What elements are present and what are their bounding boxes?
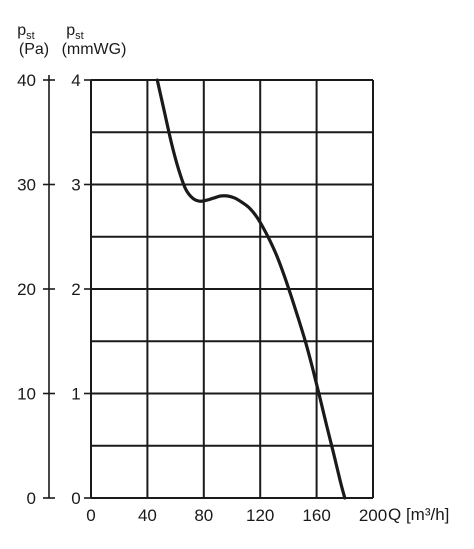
y-axis-mmwg-header: pst (mmWG) [62, 22, 127, 58]
y-axis-pa-symbol: p [17, 22, 26, 39]
y-mmwg-tick-label-2: 2 [71, 280, 80, 299]
y-mmwg-tick-label-0: 0 [71, 489, 80, 508]
svg-text:pst: pst [66, 22, 83, 42]
x-tick-label-160: 160 [302, 506, 330, 525]
y-axis-mmwg-unit: (mmWG) [62, 41, 127, 58]
y-axis-mmwg-subscript: st [75, 30, 84, 42]
tick-marks [43, 79, 91, 499]
series-curve [155, 78, 347, 500]
y-mmwg-tick-label-3: 3 [71, 176, 80, 195]
y-axis-pa-unit: (Pa) [19, 41, 49, 58]
y-pa-tick-label-10: 10 [17, 385, 36, 404]
y-pa-tick-label-20: 20 [17, 280, 36, 299]
y-axis-pa-subscript: st [26, 30, 35, 42]
y-mmwg-tick-label-4: 4 [71, 71, 80, 90]
y-pa-tick-label-40: 40 [17, 71, 36, 90]
x-axis-label: Q [m³/h] [388, 505, 449, 524]
y-axis-pa-header: pst (Pa) [17, 22, 49, 58]
svg-text:pst: pst [17, 22, 34, 42]
y-pa-tick-label-0: 0 [27, 489, 36, 508]
x-tick-label-200: 200 [359, 506, 387, 525]
x-tick-label-0: 0 [86, 506, 95, 525]
x-tick-label-40: 40 [138, 506, 157, 525]
tick-labels: 0 40 80 120 160 200 0 10 20 30 40 0 1 2 3 4 [17, 71, 387, 525]
y-pa-tick-label-30: 30 [17, 176, 36, 195]
grid [90, 79, 374, 499]
x-tick-label-80: 80 [194, 506, 213, 525]
y-mmwg-tick-label-1: 1 [71, 385, 80, 404]
y-axis-mmwg-symbol: p [66, 22, 75, 39]
x-tick-label-120: 120 [246, 506, 274, 525]
